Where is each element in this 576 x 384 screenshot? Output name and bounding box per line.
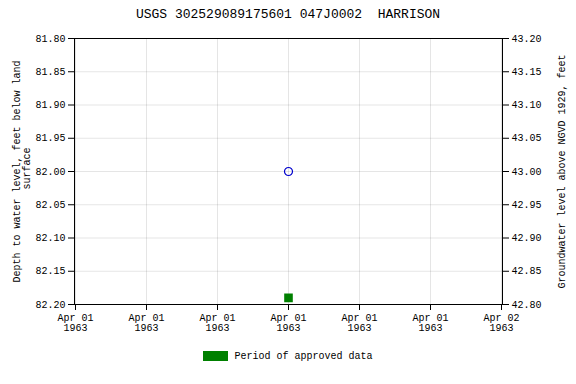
svg-text:43.00: 43.00 — [512, 167, 542, 178]
svg-text:43.05: 43.05 — [512, 133, 542, 144]
svg-text:42.95: 42.95 — [512, 200, 542, 211]
svg-text:81.90: 81.90 — [35, 100, 65, 111]
svg-text:43.10: 43.10 — [512, 100, 542, 111]
svg-text:Apr 011963: Apr 011963 — [270, 313, 306, 334]
svg-text:Apr 011963: Apr 011963 — [199, 313, 235, 334]
svg-text:82.15: 82.15 — [35, 266, 65, 277]
html-text:Period of approved data: Period of approved data — [234, 350, 373, 362]
svg-text:Groundwater level above NGVD 1: Groundwater level above NGVD 1929, feet — [557, 54, 568, 288]
svg-text:43.20: 43.20 — [512, 34, 542, 45]
svg-text:Apr 011963: Apr 011963 — [412, 313, 448, 334]
svg-text:Depth to water level, feet bel: Depth to water level, feet below land su… — [12, 60, 33, 282]
svg-text:82.05: 82.05 — [35, 200, 65, 211]
html-text:USGS 302529089175601 047J0002: USGS 302529089175601 047J0002 HARRISON — [135, 7, 441, 22]
svg-text:42.80: 42.80 — [512, 300, 542, 311]
svg-text:82.00: 82.00 — [35, 167, 65, 178]
svg-text:Apr 011963: Apr 011963 — [57, 313, 93, 334]
svg-text:81.80: 81.80 — [35, 34, 65, 45]
svg-text:81.85: 81.85 — [35, 67, 65, 78]
svg-text:Apr 021963: Apr 021963 — [483, 313, 519, 334]
svg-text:42.85: 42.85 — [512, 266, 542, 277]
svg-text:42.90: 42.90 — [512, 233, 542, 244]
svg-text:43.15: 43.15 — [512, 67, 542, 78]
svg-text:82.20: 82.20 — [35, 300, 65, 311]
svg-text:Apr 011963: Apr 011963 — [128, 313, 164, 334]
svg-text:82.10: 82.10 — [35, 233, 65, 244]
svg-text:Apr 011963: Apr 011963 — [341, 313, 377, 334]
svg-text:81.95: 81.95 — [35, 133, 65, 144]
